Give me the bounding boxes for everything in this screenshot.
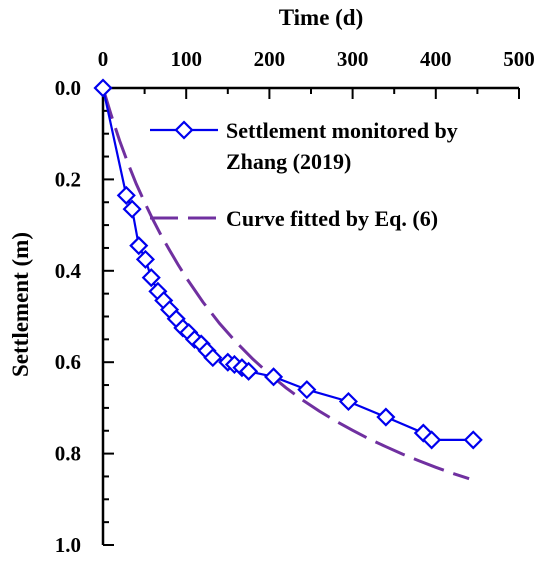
data-point-marker xyxy=(264,367,284,387)
data-point-marker xyxy=(239,361,259,381)
x-tick-label: 500 xyxy=(503,47,535,71)
data-point-marker xyxy=(203,348,223,368)
y-tick-label: 0.8 xyxy=(55,442,81,466)
legend-label: Settlement monitored by xyxy=(226,118,458,143)
x-axis-title: Time (d) xyxy=(279,5,364,30)
y-tick-label: 0.6 xyxy=(55,350,81,374)
y-tick-label: 0.2 xyxy=(55,167,81,191)
y-axis-title: Settlement (m) xyxy=(8,232,33,377)
y-tick-label: 1.0 xyxy=(55,533,81,557)
y-tick-label: 0.0 xyxy=(55,76,81,100)
legend-label: Curve fitted by Eq. (6) xyxy=(226,206,438,231)
data-point-marker xyxy=(135,249,155,269)
data-point-marker xyxy=(422,430,442,450)
data-point-marker xyxy=(129,236,149,256)
x-tick-label: 200 xyxy=(254,47,286,71)
data-point-marker xyxy=(174,120,194,140)
fitted-curve-line xyxy=(101,87,470,481)
data-point-marker xyxy=(116,185,136,205)
x-tick-label: 0 xyxy=(98,47,109,71)
data-point-marker xyxy=(93,78,113,98)
data-point-marker xyxy=(376,407,396,427)
x-tick-label: 300 xyxy=(337,47,369,71)
y-tick-label: 0.4 xyxy=(55,259,82,283)
legend-label: Zhang (2019) xyxy=(226,149,351,174)
data-point-marker xyxy=(338,391,358,412)
series-layer xyxy=(93,78,483,481)
data-point-marker xyxy=(122,199,142,219)
legend: Settlement monitored by Zhang (2019) Curve… xyxy=(150,118,458,231)
data-point-marker xyxy=(463,430,483,450)
data-point-marker xyxy=(141,268,161,288)
x-tick-label: 100 xyxy=(170,47,202,71)
x-tick-label: 400 xyxy=(420,47,452,71)
data-point-marker xyxy=(297,380,317,400)
plot-axes: 0 100 200 300 400 500 0.0 0.2 0.4 0.6 0.8 1.0 xyxy=(55,47,535,557)
